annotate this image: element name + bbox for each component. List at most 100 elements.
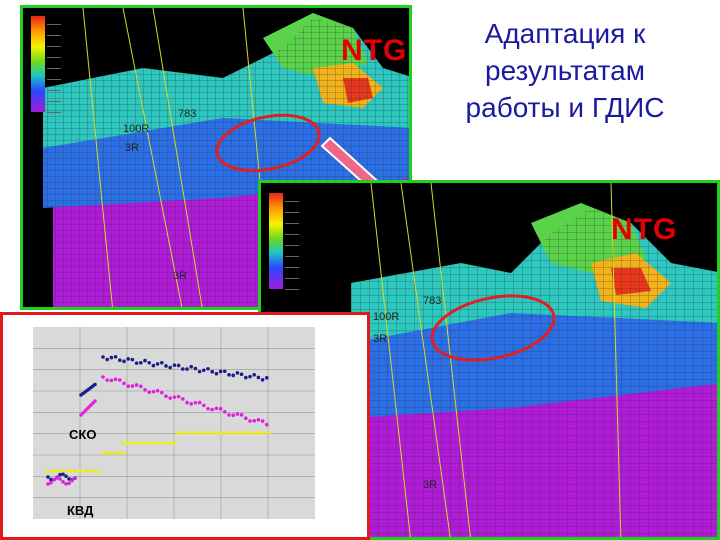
data-point [256, 417, 261, 422]
data-point [235, 431, 239, 435]
data-point [69, 469, 73, 473]
well-test-chart: СКО КВД [0, 312, 370, 540]
data-point [118, 378, 122, 382]
data-point [160, 390, 164, 395]
data-point [169, 441, 173, 445]
data-point [218, 406, 223, 411]
data-point [141, 441, 145, 445]
data-point [202, 403, 206, 408]
ntg-label-after: NTG [611, 213, 678, 246]
data-point [52, 477, 56, 482]
data-point [53, 469, 57, 473]
data-point [49, 477, 53, 482]
chart-plot [33, 327, 315, 519]
data-point [117, 451, 121, 455]
data-point [223, 410, 227, 414]
data-point [145, 441, 149, 445]
title-line-2: результатам [485, 55, 645, 86]
data-point [165, 441, 169, 445]
data-point [49, 469, 53, 473]
data-point [45, 469, 49, 473]
data-point [244, 416, 248, 421]
data-point [125, 441, 129, 445]
well-label-783: 783 [178, 108, 197, 120]
data-point [113, 377, 118, 382]
data-point [231, 431, 235, 435]
legend-ticks [47, 16, 67, 113]
data-point [260, 378, 265, 382]
data-point [151, 363, 156, 368]
data-point [67, 477, 71, 481]
data-point [223, 431, 227, 435]
series-magenta [46, 375, 269, 486]
data-point [161, 441, 165, 445]
data-point [109, 378, 114, 383]
data-point [130, 384, 135, 388]
data-point [195, 431, 199, 435]
data-point [58, 472, 62, 477]
title-line-1: Адаптация к [484, 18, 646, 49]
data-point [97, 469, 101, 473]
well-label-3r: 3R [125, 142, 140, 154]
well-label-100r-after: 100R [373, 311, 400, 323]
reservoir-model-3d-after [351, 183, 717, 537]
data-point [157, 441, 161, 445]
data-point [133, 441, 137, 445]
data-point [211, 431, 215, 435]
well-label-3r-lower-after: 3R [423, 479, 438, 491]
data-point [175, 431, 179, 435]
data-point [105, 451, 109, 455]
data-point [189, 364, 193, 369]
data-point [206, 366, 210, 371]
data-point [85, 469, 89, 473]
data-point [143, 388, 147, 392]
title-line-3: работы и ГДИС [465, 92, 665, 123]
data-point [61, 469, 65, 473]
data-point [255, 431, 259, 435]
data-point [143, 358, 147, 363]
data-point [105, 357, 109, 362]
well-label-783-after: 783 [423, 295, 442, 307]
data-point [239, 431, 243, 435]
data-point [193, 366, 198, 371]
data-point [93, 469, 97, 473]
data-point [265, 422, 269, 427]
data-point [235, 412, 240, 416]
data-point [134, 383, 139, 387]
data-point [227, 373, 231, 377]
data-point [151, 389, 156, 394]
data-point [176, 394, 181, 399]
data-point [239, 413, 244, 417]
data-point [193, 400, 198, 405]
data-point [77, 469, 81, 473]
data-point [247, 431, 251, 435]
data-point [101, 451, 105, 455]
data-point [172, 395, 177, 399]
data-point [168, 365, 172, 370]
data-point [183, 431, 187, 435]
data-point [231, 413, 235, 418]
data-point [218, 369, 223, 374]
data-point [67, 481, 71, 486]
data-point [251, 431, 255, 435]
data-point [248, 374, 252, 379]
data-point [70, 478, 74, 483]
data-point [210, 369, 214, 374]
data-point [256, 375, 261, 380]
data-point [223, 369, 227, 374]
data-point [263, 431, 267, 435]
series-yellow [45, 431, 271, 473]
data-point [260, 419, 265, 423]
slide-title: Адаптация к результатам работы и ГДИС [425, 15, 705, 160]
data-point [199, 431, 203, 435]
plot-grid [33, 327, 315, 519]
data-point [113, 354, 118, 359]
data-point [191, 431, 195, 435]
data-point [214, 371, 219, 376]
data-point [189, 402, 193, 406]
data-point [126, 357, 130, 361]
data-point [122, 359, 126, 364]
data-point [197, 369, 202, 374]
well-label-3r-after: 3R [373, 333, 388, 345]
data-point [206, 406, 210, 411]
